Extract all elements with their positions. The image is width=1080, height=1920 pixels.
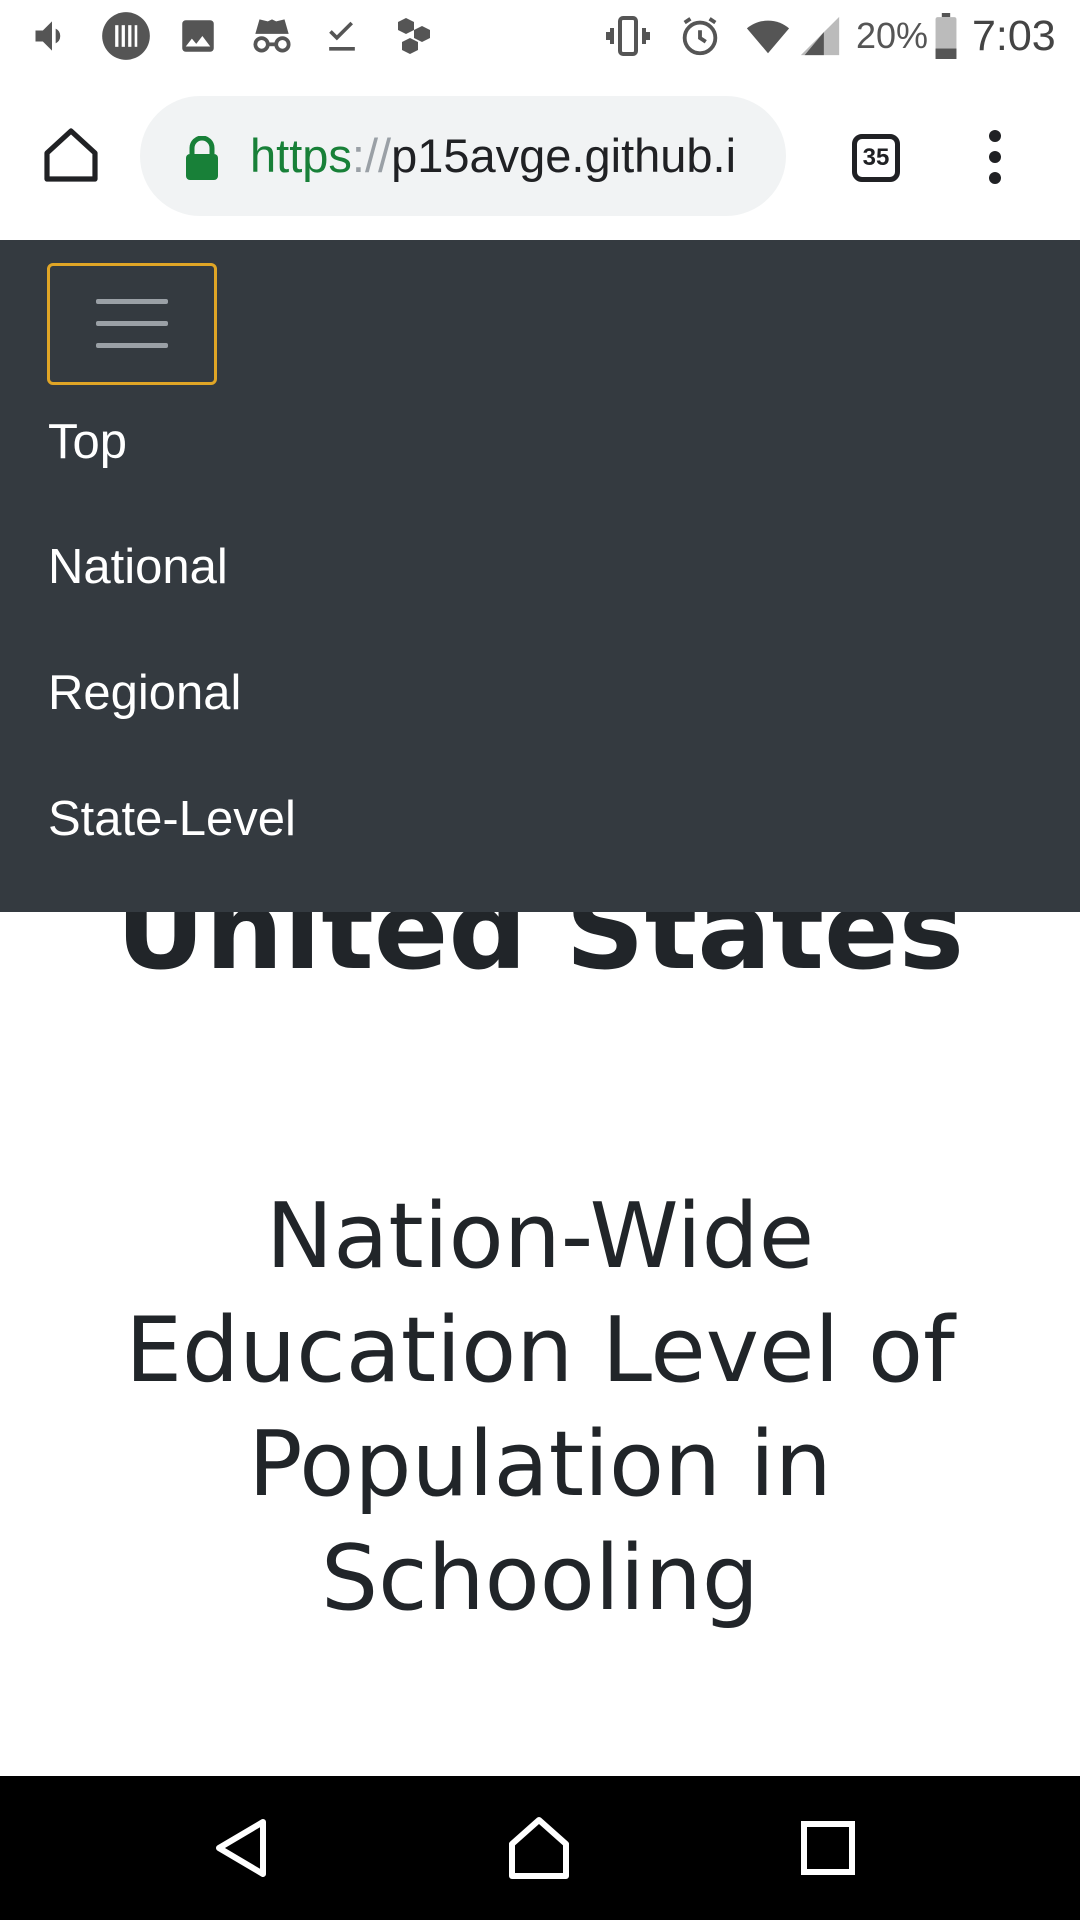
recents-button[interactable] <box>792 1812 864 1884</box>
incognito-icon <box>244 12 300 60</box>
browser-menu-button[interactable] <box>975 124 1015 190</box>
home-nav-icon <box>509 1817 569 1879</box>
url-separator: :// <box>351 129 392 182</box>
browser-toolbar: https://p15avge.github.i 35 <box>0 72 1080 240</box>
hamburger-icon <box>96 299 168 304</box>
url-scheme: https <box>250 129 352 182</box>
menu-dot <box>989 130 1001 142</box>
image-icon <box>174 12 222 60</box>
lock-icon <box>184 135 220 180</box>
section-heading: Nation-Wide Education Level of Populatio… <box>125 1184 955 1631</box>
nav-link-top[interactable]: Top <box>48 415 128 469</box>
home-button[interactable] <box>38 122 104 188</box>
menu-dot <box>989 172 1001 184</box>
battery-icon <box>930 12 962 60</box>
hamburger-icon <box>96 343 168 348</box>
menu-dot <box>989 151 1001 163</box>
nav-link-regional[interactable]: Regional <box>48 666 242 720</box>
clock: 7:03 <box>972 12 1056 60</box>
url-text[interactable]: https://p15avge.github.i <box>250 96 786 216</box>
hexagons-icon <box>388 12 440 60</box>
vibrate-icon <box>600 12 656 60</box>
volume-icon <box>28 12 76 60</box>
web-page: United States Nation-Wide Education Leve… <box>0 240 1080 1776</box>
wifi-icon <box>740 12 796 60</box>
barcode-icon <box>98 12 154 60</box>
battery-percent: 20% <box>856 15 929 56</box>
home-nav-button[interactable] <box>503 1812 575 1884</box>
url-host: p15avge.github.i <box>391 129 737 182</box>
tab-switcher-button[interactable]: 35 <box>848 130 904 186</box>
system-navigation-bar <box>0 1776 1080 1920</box>
home-icon <box>44 128 98 182</box>
address-bar[interactable]: https://p15avge.github.i <box>140 96 786 216</box>
hamburger-icon <box>96 321 168 326</box>
navbar-toggler-button[interactable] <box>47 263 217 385</box>
nav-link-national[interactable]: National <box>48 540 228 594</box>
status-bar: 20% 7:03 <box>0 0 1080 72</box>
nav-link-state-level[interactable]: State-Level <box>48 792 296 846</box>
signal-icon <box>796 12 844 60</box>
alarm-icon <box>676 12 724 60</box>
download-done-icon <box>318 12 366 60</box>
recents-icon <box>801 1821 855 1875</box>
navbar: Top National Regional State-Level <box>0 240 1080 912</box>
tab-count: 35 <box>852 134 900 182</box>
back-icon <box>216 1819 266 1877</box>
back-button[interactable] <box>205 1812 277 1884</box>
